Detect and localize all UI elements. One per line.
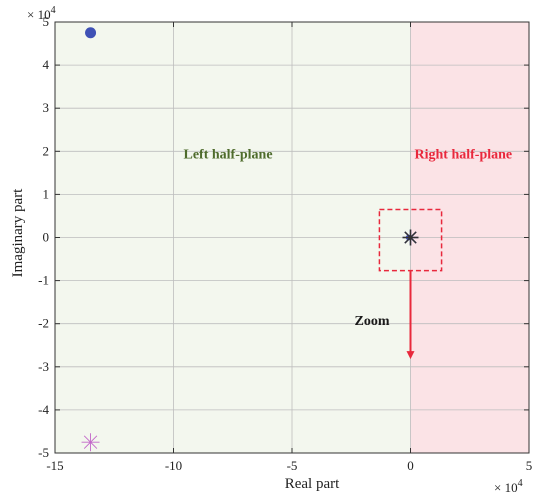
y-tick-label-6: 1 bbox=[43, 186, 50, 201]
annotations: Left half-plane Right half-plane Zoom bbox=[184, 148, 513, 360]
point-3-0 bbox=[402, 229, 419, 246]
point-1-0 bbox=[81, 433, 100, 452]
x-tick-label-0: -15 bbox=[46, 458, 63, 473]
y-axis-label: Imaginary part bbox=[10, 188, 26, 278]
y-multiplier: × 104 bbox=[27, 5, 56, 22]
point-0-0 bbox=[85, 27, 97, 39]
y-tick-label-5: 0 bbox=[43, 230, 50, 245]
y-tick-label-7: 2 bbox=[43, 143, 50, 158]
y-tick-label-4: -1 bbox=[38, 273, 49, 288]
left-half-plane-label: Left half-plane bbox=[184, 148, 273, 163]
x-tick-label-1: -10 bbox=[165, 458, 182, 473]
x-axis-label: Real part bbox=[285, 476, 340, 492]
asterisk-stroke bbox=[404, 231, 417, 244]
y-tick-label-1: -4 bbox=[38, 402, 49, 417]
y-tick-label-8: 3 bbox=[43, 100, 50, 115]
data-points bbox=[81, 27, 419, 452]
asterisk-stroke bbox=[83, 435, 98, 449]
y-tick-label-0: -5 bbox=[38, 445, 49, 460]
x-tick-label-4: 5 bbox=[526, 458, 533, 473]
x-multiplier: × 104 bbox=[494, 478, 523, 495]
y-tick-label-3: -2 bbox=[38, 316, 49, 331]
y-tick-label-10: 5 bbox=[43, 14, 50, 29]
right-half-plane-label: Right half-plane bbox=[415, 148, 513, 163]
y-tick-label-9: 4 bbox=[43, 57, 50, 72]
y-tick-label-2: -3 bbox=[38, 359, 49, 374]
x-tick-label-2: -5 bbox=[287, 458, 298, 473]
zoom-label: Zoom bbox=[355, 314, 390, 329]
x-tick-label-3: 0 bbox=[407, 458, 414, 473]
zoom-arrow-head bbox=[406, 351, 415, 360]
